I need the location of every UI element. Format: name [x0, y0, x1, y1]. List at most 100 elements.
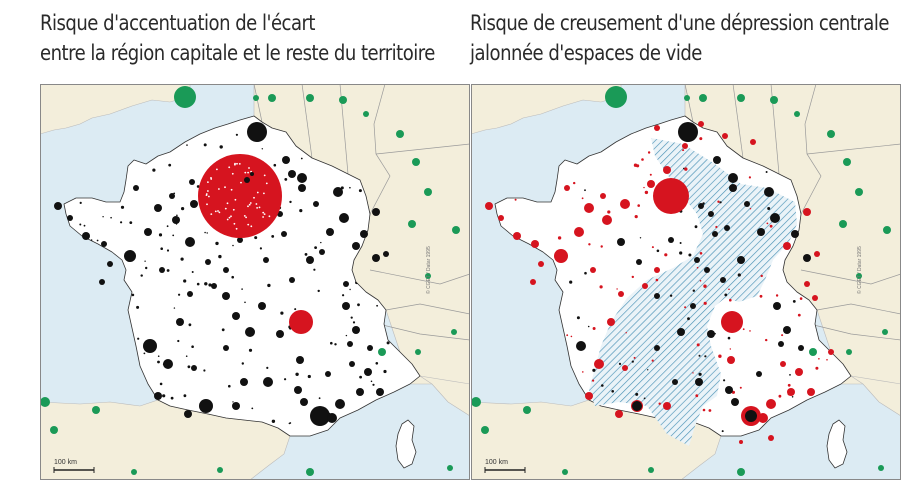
right-red-city: [647, 180, 655, 188]
right-small-city: [618, 362, 622, 365]
left-small-city: [168, 163, 172, 167]
left-italy: [419, 375, 470, 417]
left-small-city: [386, 341, 390, 345]
right-red-city: [722, 133, 728, 139]
left-city: [383, 251, 389, 257]
left-small-city: [102, 216, 104, 218]
right-red-city: [766, 399, 776, 409]
right-small-city: [514, 198, 517, 201]
right-small-city: [581, 197, 584, 200]
right-border-5: [800, 269, 901, 285]
left-foreign-city: [92, 406, 100, 414]
left-small-city: [254, 236, 258, 240]
left-small-city: [166, 249, 170, 252]
left-red-city: [289, 310, 313, 334]
left-city: [367, 345, 373, 351]
right-black-city: [783, 326, 791, 334]
left-small-city: [289, 200, 292, 204]
right-black-city: [632, 401, 642, 411]
right-red-city: [804, 281, 810, 287]
left-scale-label: 100 km: [54, 459, 77, 466]
left-paris-core: [244, 177, 250, 183]
left-city: [211, 283, 217, 289]
right-red-city: [783, 242, 791, 250]
left-foreign-city: [306, 94, 314, 102]
left-small-city: [144, 260, 146, 262]
right-small-city: [679, 251, 683, 255]
left-small-city: [120, 205, 125, 209]
right-black-city: [798, 345, 804, 351]
left-small-city: [196, 282, 200, 286]
right-small-city: [729, 298, 732, 302]
right-small-city: [599, 285, 603, 289]
left-city: [191, 365, 197, 371]
left-city: [349, 361, 355, 367]
right-red-city: [698, 121, 704, 127]
left-small-city: [173, 307, 176, 309]
left-small-city: [110, 216, 112, 219]
left-small-city: [294, 308, 297, 311]
left-city: [294, 386, 302, 394]
left-city: [306, 256, 314, 264]
left-small-city: [158, 233, 163, 237]
left-foreign-city: [174, 86, 196, 108]
right-red-city: [803, 208, 811, 216]
right-small-city: [799, 297, 803, 300]
left-small-city: [273, 163, 277, 167]
left-small-city: [183, 279, 187, 283]
left-small-city: [90, 239, 93, 241]
left-small-city: [218, 254, 222, 259]
right-small-city: [569, 280, 573, 284]
right-small-city: [719, 201, 722, 204]
left-foreign-city: [378, 348, 386, 356]
left-city: [372, 254, 380, 262]
right-small-city: [651, 246, 654, 249]
left-small-city: [181, 207, 185, 211]
right-black-city: [724, 225, 730, 231]
right-small-city: [787, 383, 791, 387]
left-city: [326, 228, 334, 236]
right-small-city: [797, 313, 801, 317]
right-red-city: [663, 166, 671, 174]
right-scale-label: 100 km: [485, 459, 508, 466]
right-small-city: [641, 158, 644, 161]
right-red-city: [768, 435, 774, 441]
left-city: [232, 312, 240, 320]
left-capital-dot: [253, 196, 255, 199]
left-capital-dot: [268, 215, 271, 218]
right-border-1: [732, 84, 744, 159]
right-small-city: [729, 348, 731, 350]
right-red-city: [574, 227, 584, 237]
left-small-city: [196, 185, 200, 188]
left-capital-dot: [263, 174, 266, 177]
right-small-city: [683, 167, 685, 170]
right-small-city: [765, 338, 768, 342]
left-small-city: [284, 378, 287, 381]
left-scale-bar: [53, 467, 95, 473]
right-small-city: [592, 368, 596, 372]
left-small-city: [162, 394, 166, 398]
right-black-city: [678, 122, 698, 142]
left-small-city: [345, 334, 348, 337]
right-small-city: [718, 354, 722, 358]
left-small-city: [266, 366, 269, 369]
map-title-right: Risque de creusement d'une dépression ce…: [470, 8, 889, 68]
left-capital-dot: [207, 181, 209, 183]
left-city: [176, 318, 184, 326]
right-black-city: [713, 156, 721, 164]
left-small-city: [342, 294, 345, 297]
right-black-city: [576, 341, 586, 351]
left-capital-dot: [205, 194, 208, 196]
right-red-city: [615, 410, 623, 418]
left-capital-dot: [250, 170, 253, 173]
right-red-city: [654, 267, 660, 273]
left-small-city: [320, 241, 322, 244]
right-black-city: [773, 302, 781, 310]
right-black-city: [668, 237, 674, 243]
left-small-city: [232, 244, 234, 247]
right-small-city: [702, 408, 706, 412]
right-small-city: [682, 149, 685, 152]
left-capital-dot: [262, 216, 264, 218]
left-city: [352, 242, 360, 250]
left-small-city: [178, 293, 181, 296]
